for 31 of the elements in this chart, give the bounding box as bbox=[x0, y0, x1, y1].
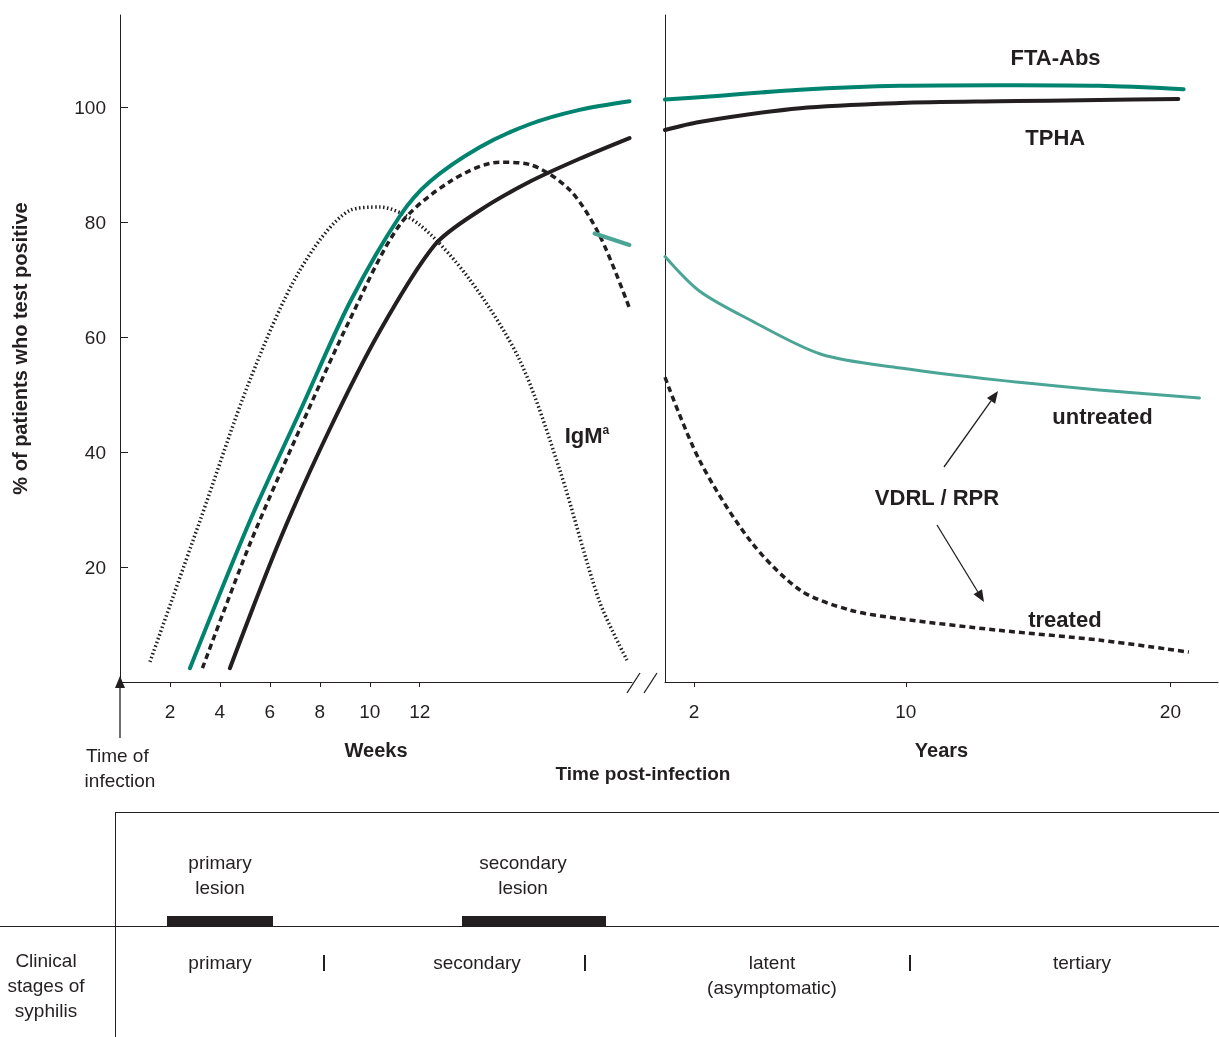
x-tick-label: 2 bbox=[164, 701, 176, 722]
x-axis-title: Weeks bbox=[344, 739, 408, 761]
x-tick-label: 12 bbox=[409, 701, 431, 722]
y-tick-label: 60 bbox=[84, 326, 106, 348]
x-tick-label: 4 bbox=[214, 701, 226, 722]
text: latent (asymptomatic) bbox=[706, 951, 838, 1000]
x-tick-label: 8 bbox=[314, 701, 326, 722]
annotation: VDRL / RPR bbox=[874, 484, 1000, 510]
x-tick-label: 10 bbox=[359, 701, 381, 722]
series-label: untreated bbox=[1052, 404, 1153, 430]
text: Time of infection bbox=[84, 745, 156, 791]
series-label: treated bbox=[1028, 606, 1102, 632]
x-tick-label: 20 bbox=[1159, 701, 1181, 722]
x-tick-label: 2 bbox=[688, 701, 700, 722]
y-tick-label: 40 bbox=[84, 441, 106, 463]
x-tick-label: 6 bbox=[264, 701, 276, 722]
series-label: TPHA bbox=[1025, 125, 1086, 151]
text: Time post-infection bbox=[555, 762, 731, 784]
y-tick-label: 80 bbox=[84, 211, 106, 233]
y-tick-label: 20 bbox=[84, 556, 106, 578]
text: Clinical stages of syphilis bbox=[6, 949, 86, 1023]
series-label: FTA-Abs bbox=[1010, 44, 1101, 70]
y-axis-title: % of patients who test positive bbox=[9, 202, 31, 495]
y-tick-label: 100 bbox=[74, 96, 106, 118]
text: tertiary bbox=[1051, 951, 1113, 975]
text: primary bbox=[187, 951, 253, 975]
text: secondary bbox=[432, 951, 522, 975]
text: primary lesion bbox=[187, 851, 253, 900]
x-axis-title: Years bbox=[914, 739, 969, 761]
text: secondary lesion bbox=[478, 851, 568, 900]
x-tick-label: 10 bbox=[895, 701, 917, 722]
